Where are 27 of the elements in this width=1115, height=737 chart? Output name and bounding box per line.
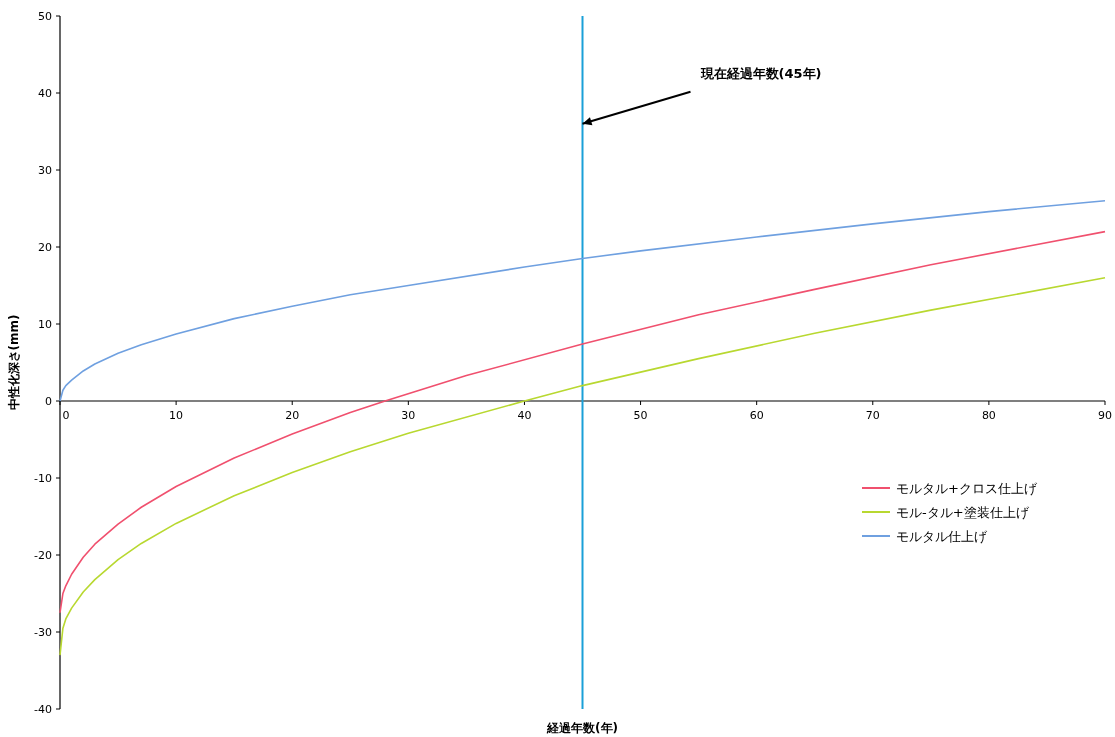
annotation: 現在経過年数(45年) [699, 65, 822, 81]
x-axis-title: 経過年数(年) [546, 721, 618, 735]
y-tick-label: -10 [34, 472, 52, 485]
y-tick-label: 20 [38, 241, 52, 254]
y-tick-label: -30 [34, 626, 52, 639]
x-tick-label: 70 [865, 409, 880, 422]
y-tick-label: 40 [38, 87, 52, 100]
y-tick-label: 10 [38, 318, 52, 331]
x-tick-label: 40 [517, 409, 532, 422]
x-tick-label: 10 [169, 409, 184, 422]
x-tick-label: 30 [401, 409, 416, 422]
line-series [59, 200, 1106, 402]
x-tick-label: 80 [981, 409, 996, 422]
y-tick-label: 0 [45, 395, 52, 408]
legend-label: モルタル+クロス仕上げ [896, 481, 1038, 496]
x-tick-label: 50 [633, 409, 648, 422]
y-tick-label: -40 [34, 703, 52, 716]
y-axis-title: 中性化深さ(mm) [7, 314, 21, 411]
x-tick-label: 0 [62, 409, 70, 422]
y-tick-label: -20 [34, 549, 52, 562]
x-tick-label: 60 [749, 409, 764, 422]
legend-label: モル-タル+塗装仕上げ [896, 505, 1030, 520]
y-tick-label: 50 [38, 10, 52, 23]
x-tick-label: 90 [1098, 409, 1112, 422]
y-tick-label: 30 [38, 164, 52, 177]
legend-label: モルタル仕上げ [896, 529, 988, 544]
x-tick-label: 20 [285, 409, 300, 422]
